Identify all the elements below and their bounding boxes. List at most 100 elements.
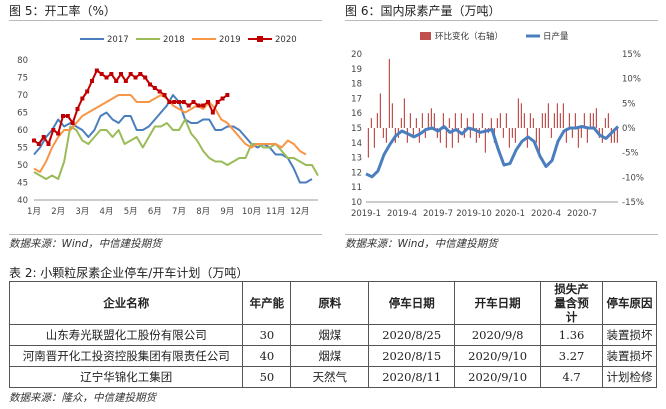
cell-start-date: 2020/9/8 bbox=[454, 324, 542, 346]
header-lost-output: 损失产量含预计 bbox=[540, 281, 604, 325]
cell-stop-reason: 计划检修 bbox=[602, 366, 657, 388]
data-point-2020 bbox=[177, 100, 182, 104]
data-point-2020 bbox=[148, 82, 153, 87]
change-bar bbox=[607, 113, 609, 128]
series-line-2019 bbox=[33, 94, 307, 173]
data-point-2020 bbox=[56, 131, 61, 136]
data-point-2020 bbox=[70, 121, 75, 125]
change-bar bbox=[379, 93, 381, 128]
change-bar bbox=[604, 118, 606, 128]
figure6-chart-panel: 10 11 12 13 14 15 16 17 18 19 20 -15% -10% -5% 0% 5% 10%… bbox=[334, 22, 664, 236]
change-bar bbox=[448, 118, 450, 128]
figure6-title-rule bbox=[345, 20, 658, 21]
figure6-bottom-rule bbox=[345, 234, 658, 235]
change-bar bbox=[499, 113, 501, 128]
change-bar bbox=[514, 128, 516, 143]
data-point-2020 bbox=[133, 75, 138, 80]
x-tick-label: 2020-7 bbox=[567, 209, 597, 219]
y-tick-label: 65 bbox=[17, 109, 28, 119]
change-bar bbox=[586, 128, 588, 143]
cell-capacity: 30 bbox=[242, 324, 292, 346]
change-bar bbox=[445, 128, 447, 148]
data-point-2020 bbox=[32, 138, 36, 143]
header-company: 企业名称 bbox=[8, 281, 244, 325]
change-bar bbox=[508, 128, 510, 148]
x-tick-label: 2月 bbox=[51, 207, 65, 217]
change-bar bbox=[442, 113, 444, 128]
y-tick-label: 70 bbox=[17, 91, 28, 101]
cell-feedstock: 烟煤 bbox=[290, 324, 370, 346]
data-point-2020 bbox=[206, 100, 211, 104]
data-point-2020 bbox=[46, 142, 51, 146]
x-tick-label: 10月 bbox=[242, 207, 261, 217]
change-bar bbox=[544, 113, 546, 128]
data-point-2020 bbox=[99, 72, 104, 76]
change-bar bbox=[610, 128, 612, 143]
cell-lost-output: 3.27 bbox=[540, 345, 604, 367]
data-point-2020 bbox=[152, 86, 157, 90]
legend-label-2018: 2018 bbox=[163, 35, 185, 45]
data-point-2020 bbox=[119, 72, 124, 76]
shutdown-plan-table: 企业名称 年产能 原料 停车日期 开车日期 损失产量含预计 停车原因 山东寿光联… bbox=[8, 281, 657, 388]
change-bar bbox=[502, 128, 504, 138]
change-bar bbox=[376, 113, 378, 128]
change-bar bbox=[565, 128, 567, 143]
legend-label-2017: 2017 bbox=[107, 35, 129, 45]
cell-company: 山东寿光联盟化工股份有限公司 bbox=[8, 324, 244, 346]
table-row: 山东寿光联盟化工股份有限公司 30 烟煤 2020/8/25 2020/9/8 … bbox=[8, 324, 657, 346]
data-point-2020 bbox=[104, 75, 109, 80]
y-left-tick-label: 14 bbox=[351, 139, 362, 149]
data-point-2020 bbox=[191, 100, 196, 104]
cell-company: 河南晋开化工投资控股集团有限责任公司 bbox=[8, 345, 244, 367]
change-bar bbox=[451, 128, 453, 148]
change-bar bbox=[520, 103, 522, 128]
y-tick-label: 60 bbox=[17, 126, 28, 136]
change-bar bbox=[433, 113, 435, 128]
change-bar bbox=[403, 98, 405, 128]
data-point-2020 bbox=[51, 128, 56, 132]
change-bar bbox=[427, 113, 429, 128]
x-tick-label: 2019-7 bbox=[423, 209, 453, 219]
x-tick-label: 1月 bbox=[27, 207, 41, 217]
header-start-date: 开车日期 bbox=[454, 281, 542, 325]
change-bar bbox=[571, 128, 573, 138]
legend-label-output: 日产量 bbox=[543, 31, 569, 42]
legend-label-2019: 2019 bbox=[219, 35, 241, 45]
cell-capacity: 40 bbox=[242, 345, 292, 367]
change-bar bbox=[523, 113, 525, 128]
change-bar bbox=[589, 113, 591, 128]
data-point-2020 bbox=[36, 142, 41, 146]
figure5-bottom-rule bbox=[9, 234, 322, 235]
data-point-2020 bbox=[167, 100, 172, 104]
change-bar bbox=[400, 118, 402, 128]
y-left-tick-label: 20 bbox=[351, 50, 362, 60]
change-bar bbox=[424, 128, 426, 138]
data-point-2020 bbox=[162, 93, 167, 97]
cell-lost-output: 4.7 bbox=[540, 366, 604, 388]
cell-lost-output: 1.36 bbox=[540, 324, 604, 346]
change-bar bbox=[538, 128, 540, 158]
change-bar bbox=[469, 128, 471, 138]
y-tick-label: 50 bbox=[17, 161, 28, 171]
change-bar bbox=[490, 118, 492, 128]
change-bar bbox=[484, 128, 486, 153]
y-tick-label: 40 bbox=[17, 196, 28, 206]
change-bar bbox=[439, 128, 441, 143]
y-tick-label: 75 bbox=[17, 74, 28, 84]
data-point-2020 bbox=[109, 72, 114, 76]
figure6-combo-chart: 10 11 12 13 14 15 16 17 18 19 20 -15% -10% -5% 0% 5% 10%… bbox=[351, 31, 644, 219]
cell-start-date: 2020/9/10 bbox=[454, 345, 542, 367]
change-bar bbox=[529, 113, 531, 128]
x-tick-label: 11月 bbox=[266, 207, 285, 217]
data-point-2020 bbox=[143, 75, 148, 80]
y-tick-label: 55 bbox=[17, 144, 28, 154]
change-bar bbox=[370, 118, 372, 128]
header-capacity: 年产能 bbox=[242, 281, 292, 325]
change-bar bbox=[541, 113, 543, 128]
y-tick-label: 80 bbox=[17, 56, 28, 66]
cell-stop-reason: 装置损坏 bbox=[602, 345, 657, 367]
y-right-tick-label: 15% bbox=[622, 50, 641, 60]
change-bar bbox=[616, 128, 618, 143]
change-bar bbox=[421, 113, 423, 128]
change-bar bbox=[454, 113, 456, 128]
